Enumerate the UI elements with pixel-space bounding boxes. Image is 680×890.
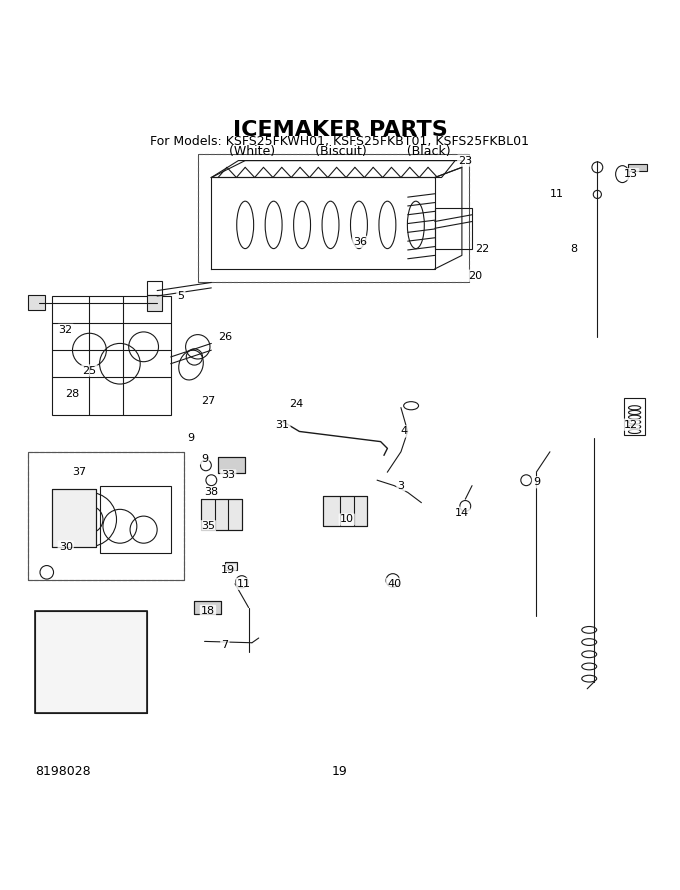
Bar — [201, 499, 242, 530]
Text: 32: 32 — [58, 325, 73, 335]
Text: 23: 23 — [458, 156, 473, 166]
Text: 30: 30 — [58, 542, 73, 552]
Text: 11: 11 — [549, 190, 564, 199]
Text: 38: 38 — [204, 488, 218, 498]
Text: 14: 14 — [455, 507, 469, 518]
Bar — [323, 496, 367, 526]
Text: 9: 9 — [188, 433, 194, 443]
Bar — [29, 295, 46, 310]
Text: 28: 28 — [65, 389, 80, 400]
Bar — [35, 611, 147, 713]
Bar — [218, 457, 245, 473]
Bar — [435, 208, 472, 248]
Bar — [198, 154, 469, 282]
Text: 22: 22 — [475, 244, 490, 254]
Bar — [52, 489, 96, 546]
Bar — [218, 457, 245, 473]
Text: 25: 25 — [82, 366, 97, 376]
Bar — [198, 154, 469, 282]
Text: 7: 7 — [221, 640, 228, 650]
Bar — [147, 281, 162, 295]
Text: 33: 33 — [221, 471, 235, 481]
Text: 11: 11 — [237, 578, 251, 589]
Text: 36: 36 — [354, 237, 367, 247]
Bar — [29, 452, 184, 580]
Text: 27: 27 — [201, 396, 215, 406]
Bar — [99, 486, 171, 554]
Text: 9: 9 — [201, 454, 208, 464]
Text: ICEMAKER PARTS: ICEMAKER PARTS — [233, 120, 447, 140]
Bar — [52, 296, 171, 415]
Text: 4: 4 — [401, 426, 408, 436]
Text: 31: 31 — [275, 420, 290, 430]
Text: 24: 24 — [289, 400, 303, 409]
Bar — [201, 499, 242, 530]
Text: 26: 26 — [218, 332, 232, 342]
Text: 19: 19 — [332, 765, 348, 778]
Text: 8198028: 8198028 — [35, 765, 91, 778]
Bar — [52, 489, 96, 546]
Text: 9: 9 — [533, 477, 540, 487]
Bar — [147, 295, 162, 311]
Bar — [194, 601, 222, 614]
Bar — [225, 562, 237, 570]
Text: 40: 40 — [387, 578, 401, 589]
Text: 20: 20 — [469, 271, 483, 280]
Bar — [35, 611, 147, 713]
Bar — [628, 164, 647, 171]
Bar — [624, 398, 645, 435]
Text: (White)          (Biscuit)          (Black): (White) (Biscuit) (Black) — [229, 144, 451, 158]
Bar — [194, 601, 222, 614]
Text: 35: 35 — [201, 522, 215, 531]
Text: For Models: KSFS25FKWH01, KSFS25FKBT01, KSFS25FKBL01: For Models: KSFS25FKWH01, KSFS25FKBT01, … — [150, 135, 530, 148]
Text: 5: 5 — [177, 291, 184, 301]
Text: 12: 12 — [624, 420, 639, 430]
Text: 8: 8 — [570, 244, 577, 254]
Text: 10: 10 — [340, 514, 354, 524]
Bar — [29, 452, 184, 580]
Text: 13: 13 — [624, 169, 639, 179]
Text: 37: 37 — [72, 467, 86, 477]
Text: 18: 18 — [201, 606, 215, 616]
Text: 19: 19 — [221, 565, 235, 575]
Bar — [323, 496, 367, 526]
Text: 3: 3 — [397, 481, 405, 490]
